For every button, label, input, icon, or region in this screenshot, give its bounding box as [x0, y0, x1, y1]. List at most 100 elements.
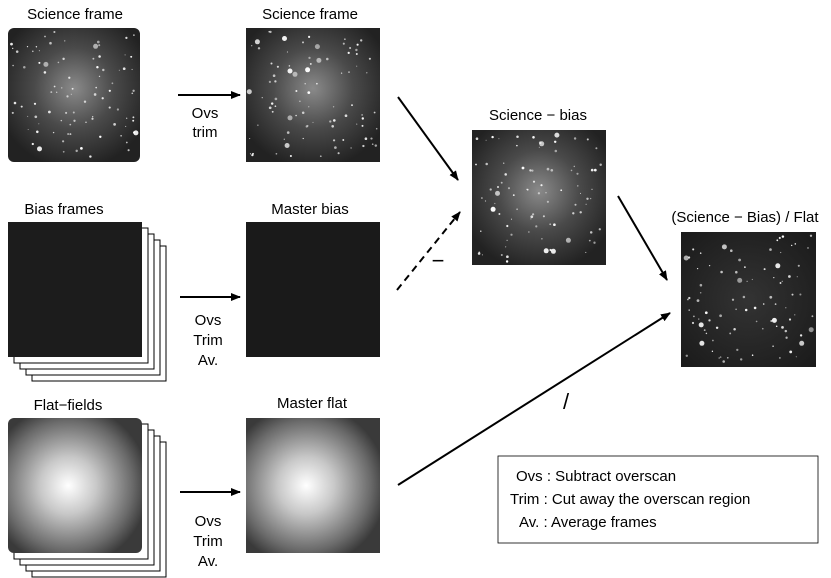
star — [305, 67, 310, 72]
star — [712, 340, 714, 342]
star — [533, 181, 535, 183]
star — [365, 137, 368, 140]
star — [23, 66, 26, 69]
star — [539, 141, 544, 146]
star — [594, 169, 597, 172]
node-label: Master bias — [271, 201, 349, 218]
star — [560, 189, 562, 191]
star — [375, 144, 377, 146]
star — [308, 57, 310, 59]
star — [338, 152, 340, 154]
star — [131, 92, 133, 94]
star — [577, 185, 578, 186]
star — [61, 120, 62, 121]
star — [773, 277, 774, 278]
star — [295, 90, 297, 92]
star — [779, 357, 781, 359]
star — [62, 140, 64, 142]
star — [97, 41, 100, 44]
star — [356, 53, 358, 55]
star — [73, 111, 75, 113]
star — [372, 143, 374, 145]
star — [269, 106, 272, 109]
star — [287, 131, 290, 134]
star — [709, 265, 710, 266]
star — [14, 102, 17, 105]
star — [528, 231, 529, 232]
legend-item: Av. : Average frames — [519, 514, 657, 531]
star — [288, 69, 293, 74]
star — [36, 131, 39, 134]
star — [692, 322, 694, 324]
star — [566, 238, 571, 243]
star — [125, 37, 127, 39]
star — [37, 146, 42, 151]
star — [585, 252, 586, 253]
star — [258, 47, 260, 49]
star — [779, 237, 781, 239]
diagram: Science frame Science frame Bias frames … — [0, 0, 831, 578]
node-label: Science frame — [27, 6, 123, 23]
star — [112, 82, 114, 84]
star — [545, 192, 546, 193]
star — [693, 316, 695, 318]
edge-label: Trim — [193, 332, 222, 349]
bias-image — [246, 222, 380, 357]
star — [706, 333, 708, 335]
edge-label: Ovs — [195, 312, 222, 329]
star — [273, 74, 276, 77]
star — [776, 239, 778, 241]
star — [780, 252, 781, 253]
star — [494, 203, 495, 204]
star — [282, 36, 287, 41]
star — [113, 123, 116, 126]
star — [754, 307, 757, 310]
star — [738, 259, 741, 262]
star — [530, 218, 531, 219]
star — [807, 247, 808, 248]
star — [687, 299, 689, 301]
star — [50, 91, 52, 93]
star — [72, 88, 74, 90]
star — [96, 66, 98, 68]
star — [688, 309, 689, 310]
star — [549, 223, 551, 225]
star — [551, 249, 556, 254]
star — [12, 48, 13, 49]
star — [95, 87, 97, 89]
arrow — [618, 196, 667, 280]
star — [772, 345, 774, 347]
star — [276, 153, 278, 155]
star — [705, 311, 708, 314]
star — [130, 56, 132, 58]
star — [792, 294, 794, 296]
star — [531, 170, 533, 172]
star — [722, 244, 727, 249]
bias-image — [8, 222, 142, 357]
star — [32, 51, 34, 53]
star — [580, 193, 581, 194]
star — [740, 358, 742, 360]
star — [720, 356, 722, 358]
star — [49, 42, 52, 45]
star — [736, 349, 738, 351]
star — [809, 327, 814, 332]
star — [132, 116, 134, 118]
star — [299, 100, 301, 102]
star — [719, 314, 722, 317]
star — [94, 93, 97, 96]
legend-item: Ovs : Subtract overscan — [516, 468, 676, 485]
star — [571, 170, 573, 172]
star — [73, 120, 75, 122]
star — [272, 111, 274, 113]
star — [704, 329, 706, 331]
star — [120, 135, 122, 137]
star — [302, 41, 304, 43]
star — [342, 139, 344, 141]
star — [591, 189, 592, 190]
star — [288, 115, 293, 120]
star — [752, 279, 753, 280]
star — [529, 169, 531, 171]
star — [555, 150, 558, 153]
node-label: (Science − Bias) / Flat — [671, 209, 819, 226]
